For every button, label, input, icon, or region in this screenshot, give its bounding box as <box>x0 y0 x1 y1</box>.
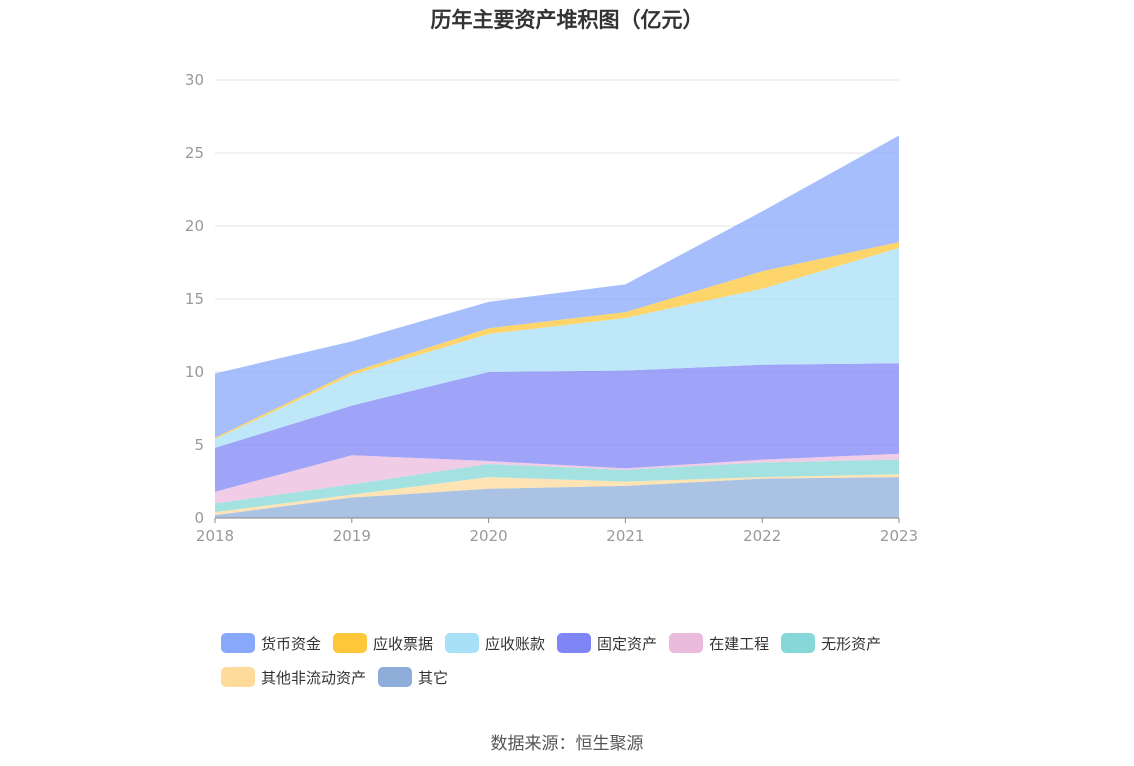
y-tick-label: 30 <box>185 71 204 89</box>
legend-item[interactable]: 在建工程 <box>669 631 769 655</box>
chart-legend: 货币资金 应收票据 应收账款 固定资产 在建工程 无形资产其他非流动资产 其它 <box>221 631 941 699</box>
x-tick-label: 2019 <box>333 527 371 545</box>
x-tick-label: 2022 <box>743 527 781 545</box>
legend-label: 其他非流动资产 <box>261 668 367 687</box>
y-tick-label: 25 <box>185 144 204 162</box>
legend-swatch <box>221 667 255 687</box>
legend-swatch <box>781 633 816 653</box>
legend-label: 固定资产 <box>597 634 658 653</box>
legend-item[interactable]: 货币资金 <box>221 631 321 655</box>
area-series-应收票据 <box>215 242 899 440</box>
area-series-应收账款 <box>215 247 899 448</box>
legend-swatch <box>221 633 255 653</box>
legend-swatch <box>445 633 480 653</box>
legend-item[interactable]: 其他非流动资产 <box>221 665 366 689</box>
legend-item[interactable]: 无形资产 <box>781 631 881 655</box>
x-tick-label: 2021 <box>606 527 644 545</box>
legend-label: 无形资产 <box>821 634 882 653</box>
y-tick-label: 20 <box>185 217 204 235</box>
y-tick-label: 15 <box>185 290 204 308</box>
x-tick-label: 2023 <box>880 527 918 545</box>
legend-label: 在建工程 <box>709 634 770 653</box>
legend-item[interactable]: 应收账款 <box>445 631 545 655</box>
y-tick-label: 0 <box>194 509 204 527</box>
y-tick-label: 10 <box>185 363 204 381</box>
x-tick-label: 2020 <box>470 527 508 545</box>
chart-title: 历年主要资产堆积图（亿元） <box>430 8 704 32</box>
legend-label: 应收票据 <box>373 634 434 653</box>
y-tick-label: 5 <box>194 436 204 454</box>
area-series-固定资产 <box>215 363 899 492</box>
legend-swatch <box>333 633 368 653</box>
legend-swatch <box>669 633 704 653</box>
legend-item[interactable]: 应收票据 <box>333 631 433 655</box>
stacked-area-chart: 0 5 10 15 20 25 30 2018 2019 2020 2021 2022 2023 <box>185 71 918 545</box>
data-source: 数据来源：恒生聚源 <box>490 734 644 754</box>
area-series-其它 <box>215 477 899 518</box>
legend-label: 其它 <box>418 668 449 687</box>
x-tick-label: 2018 <box>196 527 234 545</box>
legend-label: 应收账款 <box>485 634 546 653</box>
area-series-在建工程 <box>215 453 899 504</box>
legend-item[interactable]: 其它 <box>378 665 448 689</box>
area-series-无形资产 <box>215 459 899 513</box>
legend-swatch <box>557 633 592 653</box>
legend-swatch <box>378 667 413 687</box>
legend-label: 货币资金 <box>261 634 322 653</box>
legend-item[interactable]: 固定资产 <box>557 631 657 655</box>
